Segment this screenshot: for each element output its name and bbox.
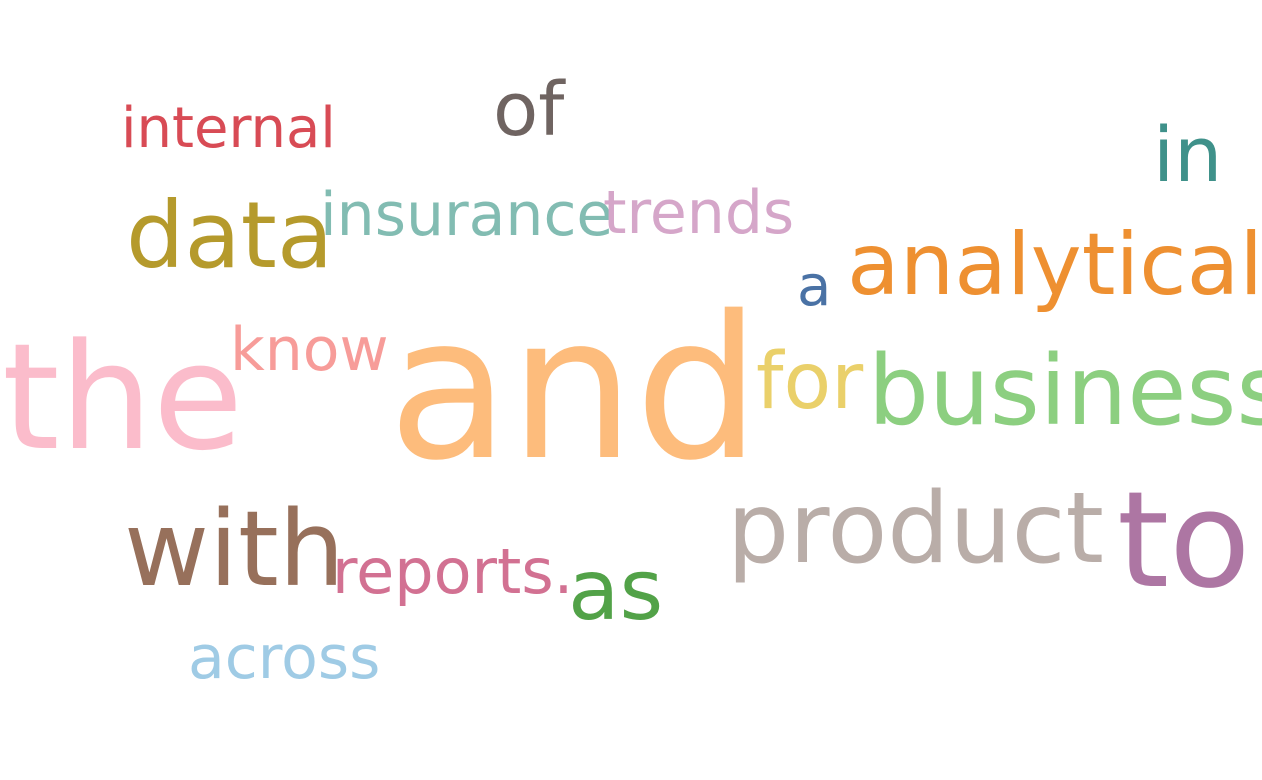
word-insurance: insurance [320, 180, 614, 250]
word-reports: reports. [332, 535, 574, 608]
word-product: product [727, 472, 1104, 586]
word-internal: internal [121, 96, 336, 161]
word-data: data [126, 182, 334, 289]
word-a: a [797, 254, 832, 319]
word-analytical: analytical [847, 215, 1262, 315]
word-across: across [188, 623, 381, 693]
word-trends: trends [603, 178, 795, 248]
word-to: to [1117, 464, 1251, 618]
word-for: for [756, 337, 864, 427]
word-in: in [1153, 110, 1223, 199]
word-and: and [388, 273, 761, 504]
word-know: know [230, 315, 389, 385]
word-as: as [568, 541, 664, 639]
word-the: the [2, 312, 244, 483]
word-with: with [124, 488, 345, 610]
word-of: of [493, 67, 565, 153]
word-business: business [868, 335, 1262, 447]
